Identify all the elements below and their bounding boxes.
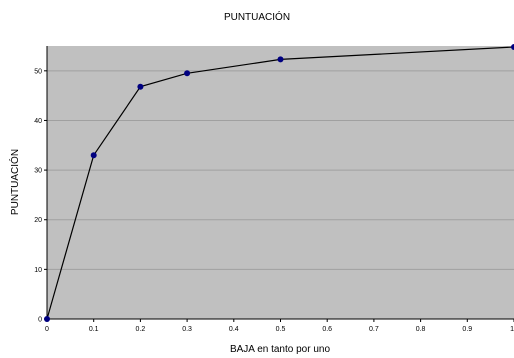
chart-title: PUNTUACIÓN (224, 10, 290, 23)
x-axis-title: BAJA en tanto por uno (230, 344, 331, 355)
series-markers (44, 43, 514, 322)
y-axis-title: PUNTUACIÓN (8, 149, 21, 215)
y-tick-label: 20 (34, 217, 42, 224)
x-tick-label: 0.3 (182, 326, 192, 333)
data-point (511, 43, 514, 50)
x-tick-label: 0.8 (416, 326, 426, 333)
y-tick-label: 30 (34, 168, 42, 175)
series-line (46, 46, 514, 320)
data-point (277, 56, 284, 63)
x-tick-label: 0.1 (89, 326, 99, 333)
data-point (184, 70, 191, 77)
x-tick-label: 0.4 (229, 326, 239, 333)
series-line (46, 46, 514, 320)
data-point (44, 316, 50, 322)
data-point (90, 152, 97, 159)
data-point (137, 83, 144, 90)
plot-area (47, 46, 514, 319)
x-tick-label: 0.5 (276, 326, 286, 333)
x-tick-label: 1 (510, 326, 514, 333)
gridlines (47, 70, 514, 270)
x-tick-label: 0.9 (462, 326, 472, 333)
x-tick-label: 0.6 (322, 326, 332, 333)
y-tick-label: 0 (38, 317, 42, 324)
y-tick-label: 50 (34, 68, 42, 75)
y-tick-label: 40 (34, 118, 42, 125)
y-tick-labels: 0 10 20 30 40 50 (34, 68, 42, 323)
x-tick-labels: 0 0.1 0.2 0.3 0.4 0.5 0.6 0.7 0.8 0.9 1 (45, 326, 514, 333)
x-tick-label: 0.2 (136, 326, 146, 333)
y-tick-label: 10 (34, 267, 42, 274)
x-tick-label: 0.7 (369, 326, 379, 333)
x-tick-label: 0 (45, 326, 49, 333)
